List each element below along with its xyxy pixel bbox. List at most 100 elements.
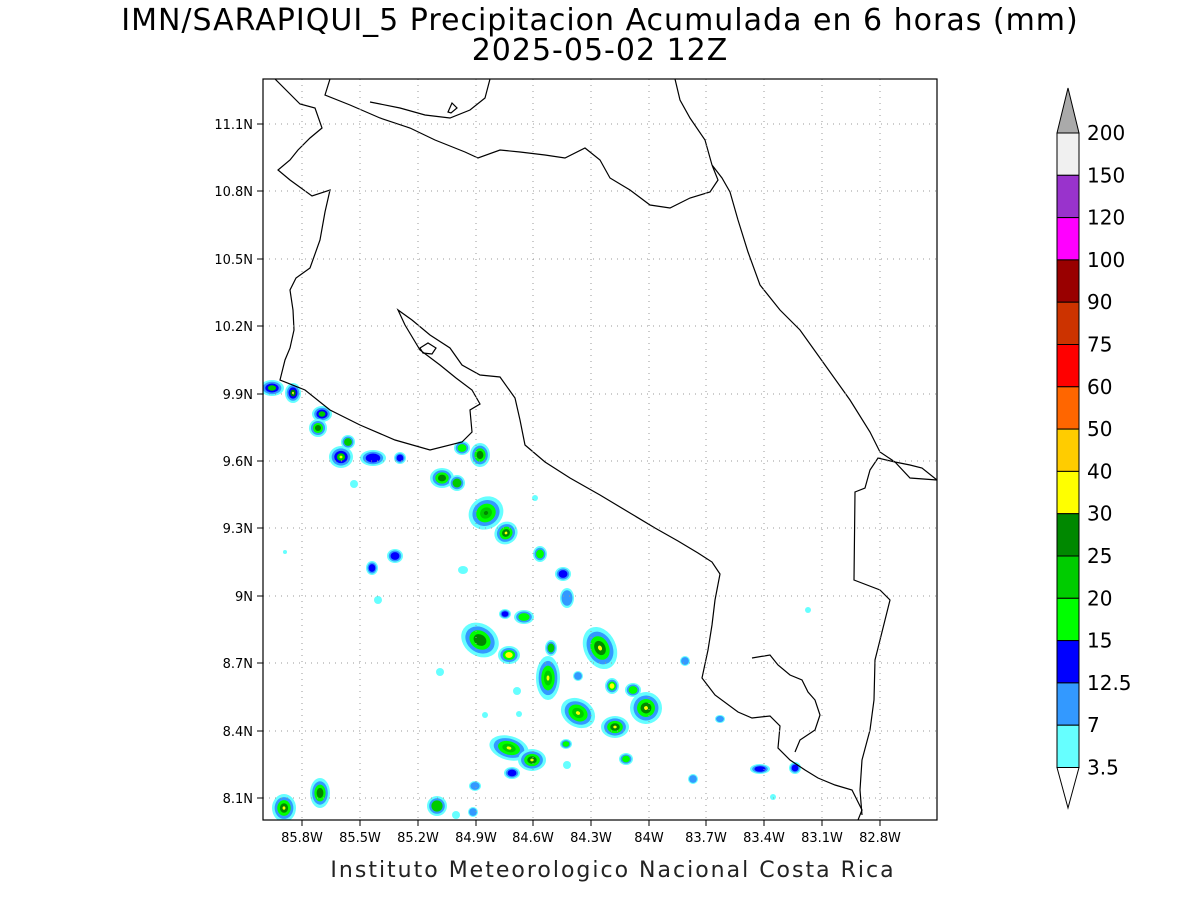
rain-cell <box>309 419 327 437</box>
rain-contour <box>532 495 538 501</box>
rain-contour <box>436 668 444 676</box>
lon-tick-label: 84.9W <box>455 831 497 846</box>
colorbar-swatch <box>1056 217 1080 261</box>
rain-cell <box>494 521 518 545</box>
rain-cell <box>470 443 490 467</box>
rain-cell <box>514 610 534 624</box>
rain-contour <box>282 806 286 810</box>
rain-cell <box>601 716 629 738</box>
rain-contour <box>574 672 582 680</box>
rain-contour <box>396 454 404 462</box>
lon-tick-label: 82.8W <box>859 831 901 846</box>
coastline-peninsula <box>751 654 821 753</box>
rain-contour <box>457 444 467 452</box>
rain-contour <box>546 675 550 681</box>
coastline-pacific <box>274 79 863 820</box>
rain-contour <box>267 385 277 391</box>
rain-cell <box>513 687 521 695</box>
rain-cell <box>310 778 330 808</box>
colorbar-label: 150 <box>1087 163 1125 187</box>
rain-cell <box>573 671 583 681</box>
rain-cell <box>312 406 332 422</box>
rain-cell <box>516 711 522 717</box>
colorbar-swatch <box>1056 640 1080 684</box>
rain-contour <box>344 438 352 446</box>
lat-tick-label: 9.6N <box>223 455 253 470</box>
rain-cell <box>427 796 447 816</box>
colorbar-swatch <box>1056 597 1080 642</box>
rain-cell <box>341 435 355 449</box>
rain-contour <box>506 746 512 750</box>
grid-lines <box>263 79 937 820</box>
rain-cell <box>499 609 511 619</box>
rain-contour <box>314 424 322 432</box>
colorbar-label: 50 <box>1087 417 1112 441</box>
colorbar-swatch <box>1056 682 1080 726</box>
rain-contour <box>805 607 811 613</box>
rain-cell <box>430 468 454 488</box>
rain-contour <box>470 782 480 790</box>
island-north <box>447 101 458 114</box>
rain-contour <box>482 712 488 718</box>
rain-cell <box>458 566 468 574</box>
colorbar-label: 90 <box>1087 290 1112 314</box>
colorbar-label: 40 <box>1087 459 1112 483</box>
rain-cell <box>770 794 776 800</box>
rain-contour <box>316 787 324 799</box>
rain-cell <box>560 739 572 749</box>
colorbar-label: 25 <box>1087 544 1112 568</box>
colorbar-label: 200 <box>1087 121 1125 145</box>
colorbar-label: 7 <box>1087 713 1100 737</box>
rain-cell <box>555 567 571 581</box>
rain-cell <box>680 656 690 666</box>
lat-tick-label: 8.4N <box>223 725 253 740</box>
colorbar-label: 12.5 <box>1087 671 1132 695</box>
lake-island <box>419 342 437 355</box>
precipitation-field <box>263 380 811 820</box>
map-title: IMN/SARAPIQUI_5 Precipitacion Acumulada … <box>121 3 1079 38</box>
rain-cell <box>452 811 460 819</box>
colorbar-swatch <box>1056 555 1080 599</box>
rain-cell <box>387 549 403 563</box>
colorbar-label: 20 <box>1087 586 1112 610</box>
lon-tick-label: 84.6W <box>512 831 554 846</box>
rain-cell <box>498 646 520 664</box>
colorbar-over-arrow <box>1056 87 1080 134</box>
rain-cell <box>449 475 465 491</box>
colorbar-label: 75 <box>1087 333 1112 357</box>
lat-tick-label: 10.8N <box>214 185 253 200</box>
colorbar-swatch <box>1056 470 1080 515</box>
rain-contour <box>365 453 381 463</box>
rain-cell <box>536 656 560 700</box>
rain-contour <box>628 686 638 694</box>
lat-tick-label: 9.3N <box>223 522 253 537</box>
rain-contour <box>283 550 287 554</box>
colorbar-label: 3.5 <box>1087 756 1119 780</box>
rain-cell <box>469 781 481 791</box>
rain-cell <box>750 764 770 774</box>
rain-contour <box>716 715 724 723</box>
rain-cell <box>285 383 301 403</box>
rain-contour <box>681 657 689 665</box>
rain-contour <box>339 455 343 459</box>
rain-contour <box>452 811 460 819</box>
rain-contour <box>452 478 462 488</box>
lon-tick-label: 85.2W <box>397 831 439 846</box>
rain-cell <box>394 452 406 464</box>
coastline-caribbean <box>324 79 937 481</box>
lat-tick-label: 10.5N <box>214 253 253 268</box>
rain-cell <box>582 626 618 670</box>
rain-contour <box>501 611 509 617</box>
rain-cell <box>374 596 382 604</box>
rain-contour <box>504 531 508 535</box>
rain-contour <box>754 766 766 772</box>
rain-cell <box>625 683 641 697</box>
rain-cell <box>605 678 619 694</box>
colorbar-swatch <box>1056 513 1080 557</box>
rain-contour <box>597 645 603 651</box>
lat-tick-label: 8.1N <box>223 792 253 807</box>
rain-contour <box>350 480 358 488</box>
rain-contour <box>558 570 568 578</box>
lat-tick-label: 9N <box>235 590 253 605</box>
